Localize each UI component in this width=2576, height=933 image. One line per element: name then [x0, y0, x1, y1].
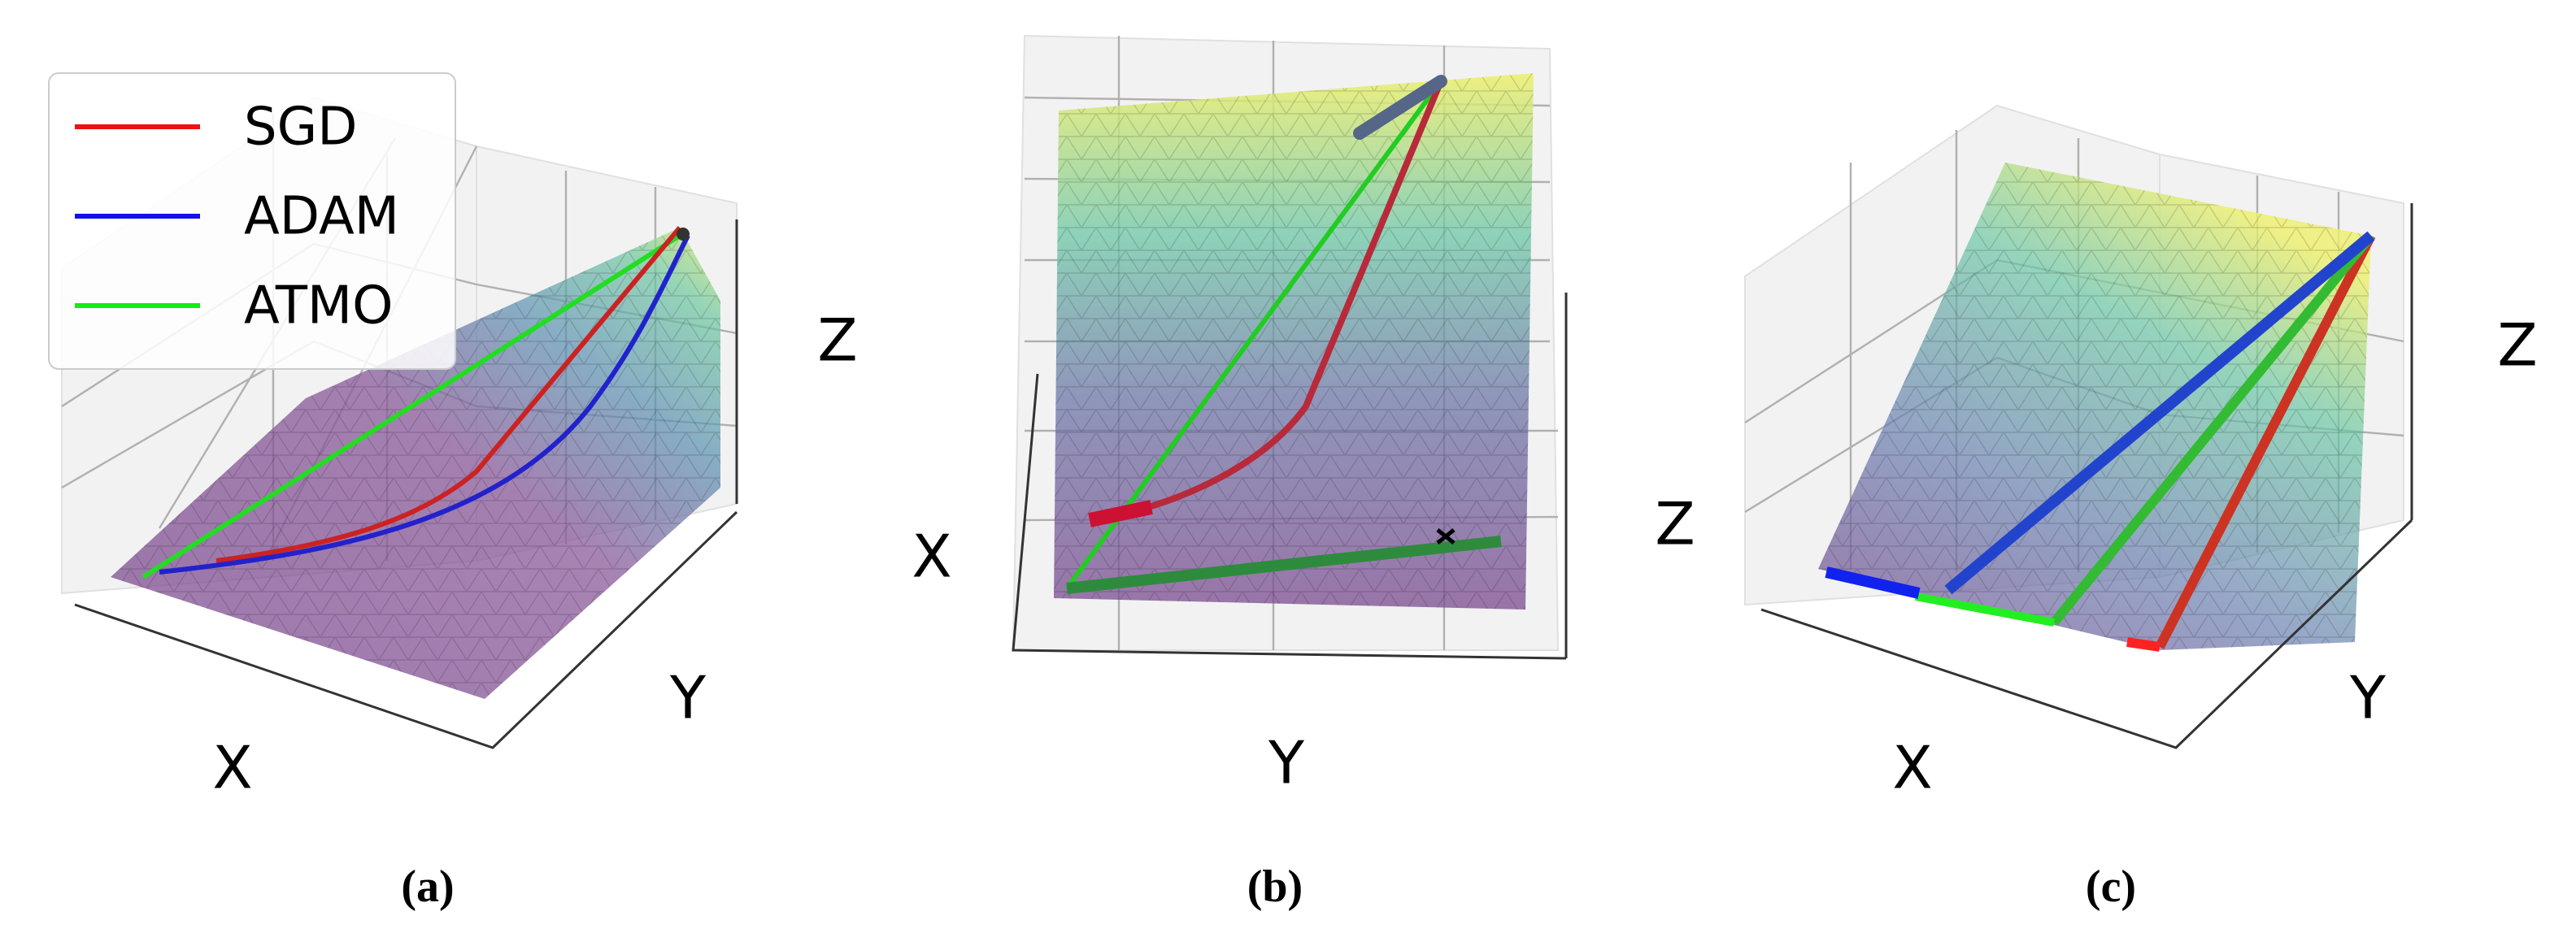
atmo-bottom — [1915, 592, 2055, 627]
minimum-marker — [1436, 528, 1456, 545]
y-axis-label: Y — [1268, 729, 1305, 797]
legend-entry: ATMO — [244, 276, 394, 336]
atmo-path — [2050, 232, 2375, 626]
x-axis-label: X — [1892, 734, 1932, 802]
caption: (a) — [401, 861, 454, 912]
atmo-path — [1064, 80, 1443, 590]
panel-a: X Y Z (a) SGD ADAM ATMO — [48, 72, 858, 912]
panel-c: X Y Z (c) — [1744, 104, 2538, 912]
legend: SGD ADAM ATMO — [48, 72, 456, 370]
adam-path — [1353, 75, 1447, 140]
x-axis-label: X — [912, 523, 951, 591]
sgd-bottom — [2126, 637, 2160, 652]
legend-entry: SGD — [244, 98, 358, 158]
axis-edges — [74, 219, 738, 749]
atmo-path — [141, 233, 681, 579]
z-axis-label: Z — [2497, 311, 2537, 380]
caption: (c) — [2086, 861, 2136, 912]
caption: (b) — [1247, 861, 1303, 912]
adam-path — [1944, 231, 2375, 595]
atmo-bottom — [1066, 536, 1502, 594]
sgd-cluster — [1088, 500, 1153, 527]
x-axis-label: X — [212, 734, 252, 802]
adam-bottom — [1825, 566, 1921, 599]
adam-path — [159, 234, 690, 575]
z-axis-label: Z — [817, 306, 857, 375]
y-axis-label: Y — [2349, 664, 2387, 732]
z-axis-label: Z — [1655, 490, 1695, 558]
legend-box — [48, 72, 456, 370]
endpoint — [677, 228, 690, 241]
legend-entry: ADAM — [244, 187, 399, 247]
panel-b: X Y Z (b) — [912, 34, 1695, 912]
surface-mesh — [1818, 163, 2371, 650]
surface-mesh — [111, 228, 720, 699]
axis-edges — [1012, 293, 1568, 660]
axis-edges — [1760, 203, 2413, 749]
sgd-path — [2155, 233, 2376, 649]
surface-mesh — [1054, 73, 1534, 610]
sgd-path — [215, 226, 682, 563]
y-axis-label: Y — [669, 664, 707, 732]
